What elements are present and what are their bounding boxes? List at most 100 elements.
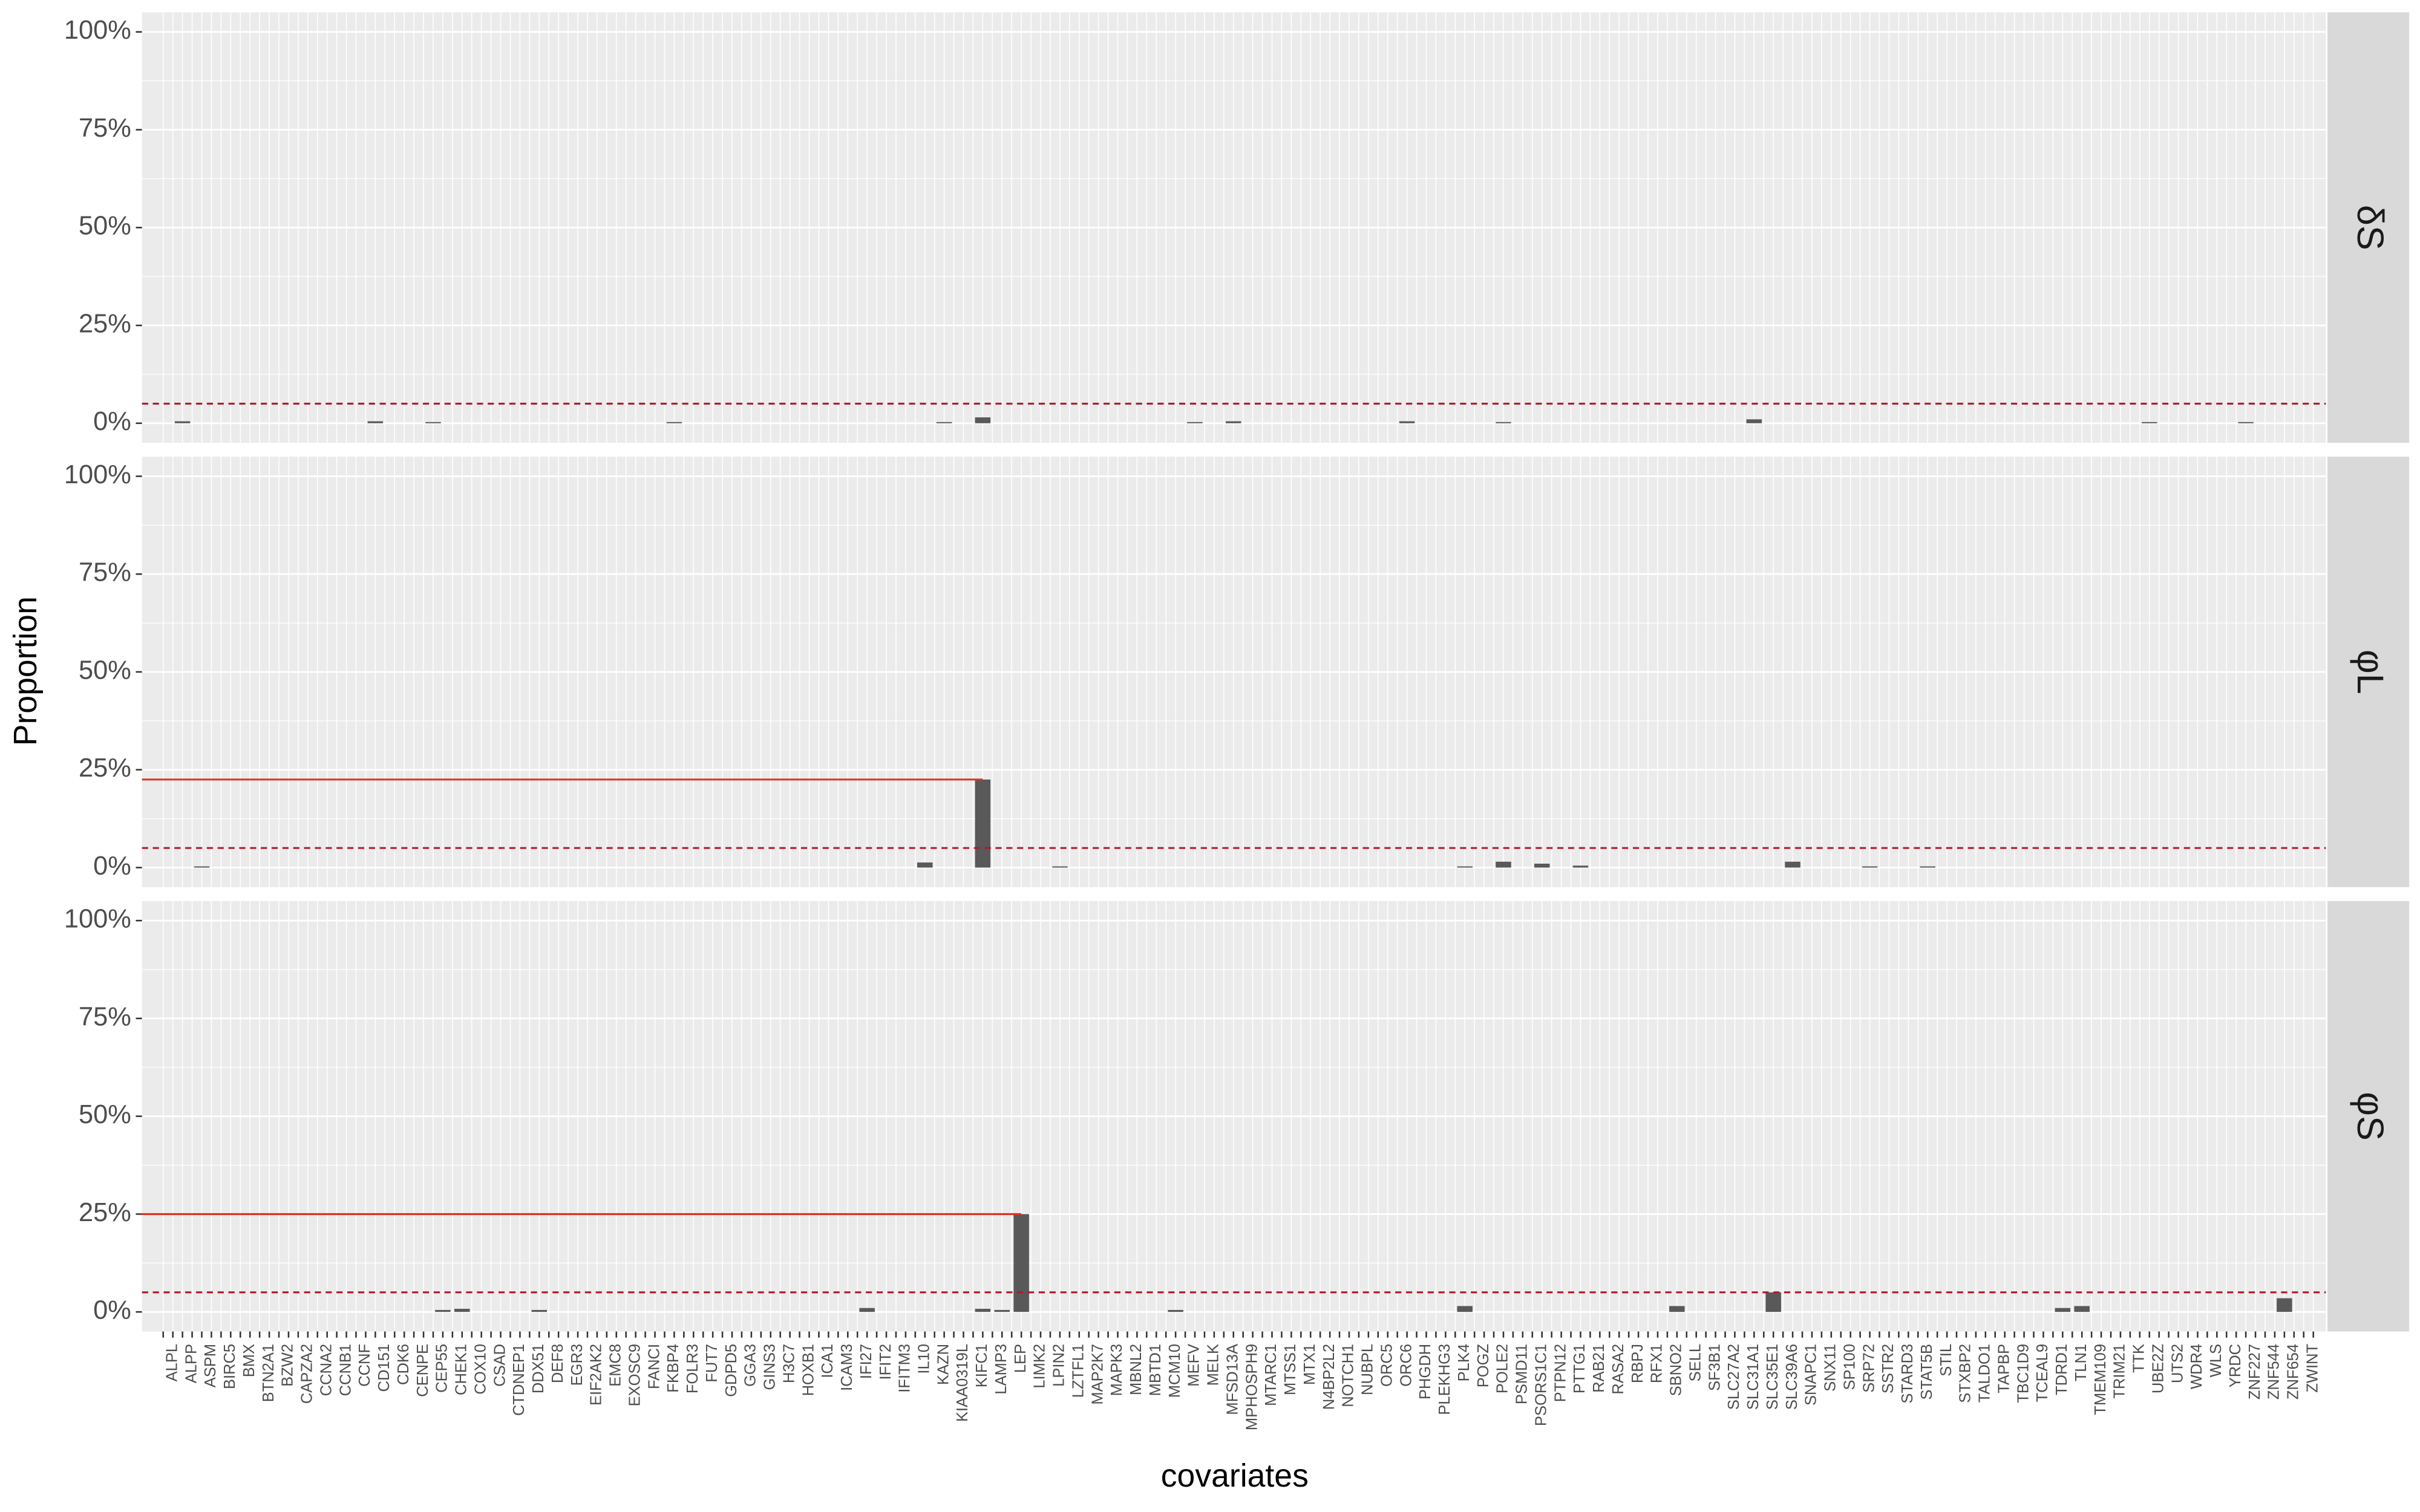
x-tick-label: TBC1D9: [2015, 1344, 2032, 1403]
x-tick-label: ZNF227: [2246, 1344, 2263, 1400]
x-tick-label: SNAPC1: [1803, 1344, 1820, 1406]
x-tick-label: WLS: [2208, 1344, 2225, 1377]
x-tick-label: IL10: [915, 1344, 932, 1374]
x-tick-label: DDX51: [530, 1344, 547, 1393]
bar: [1572, 865, 1589, 868]
bar: [917, 862, 933, 868]
x-tick-label: MTX1: [1301, 1344, 1318, 1385]
facet-strip: [2327, 12, 2410, 443]
x-tick-label: EXOSC9: [626, 1344, 643, 1406]
x-tick-label: SF3B1: [1706, 1344, 1723, 1391]
x-tick-label: DEF8: [549, 1344, 566, 1383]
bar: [2074, 1306, 2090, 1312]
x-tick-label: H3C7: [780, 1344, 797, 1383]
bar: [1862, 866, 1878, 868]
x-tick-label: PHGDH: [1417, 1344, 1434, 1400]
bar: [859, 1308, 875, 1312]
x-tick-label: RAB21: [1591, 1344, 1607, 1393]
x-tick-label: SNX11: [1822, 1344, 1839, 1392]
x-tick-label: N4BP2L2: [1321, 1344, 1338, 1410]
y-tick-label: 75%: [79, 558, 131, 587]
x-tick-label: CHEK1: [453, 1344, 470, 1395]
bar: [1534, 864, 1550, 868]
bar: [435, 1309, 451, 1312]
bar: [2238, 422, 2254, 423]
x-tick-label: PLEKHG3: [1436, 1344, 1453, 1415]
x-tick-label: BIRC5: [221, 1344, 238, 1389]
x-tick-label: CCNA2: [318, 1344, 335, 1396]
bar: [666, 422, 682, 423]
x-tick-label: UTS2: [2169, 1344, 2186, 1383]
x-tick-label: CTDNEP1: [511, 1344, 528, 1416]
x-tick-label: LIMK2: [1032, 1344, 1048, 1389]
y-tick-label: 100%: [64, 460, 131, 489]
y-tick-label: 0%: [93, 852, 131, 881]
x-tick-label: MELK: [1205, 1344, 1222, 1386]
x-tick-label: KAZN: [935, 1344, 952, 1385]
x-tick-label: PSMD11: [1514, 1344, 1531, 1404]
x-tick-label: ZWINT: [2304, 1344, 2321, 1393]
x-tick-label: BZW2: [280, 1344, 296, 1387]
x-tick-label: RASA2: [1610, 1344, 1627, 1395]
x-tick-label: FANCI: [646, 1344, 662, 1389]
x-axis-title: covariates: [1161, 1458, 1309, 1494]
x-tick-label: ICA1: [819, 1344, 836, 1378]
x-tick-label: ASPM: [202, 1344, 219, 1387]
x-tick-label: IFIT2: [877, 1344, 894, 1380]
x-tick-label: FOLR3: [684, 1344, 701, 1393]
x-tick-label: ALPL: [163, 1344, 180, 1381]
bar: [1168, 1309, 1183, 1312]
x-tick-label: PTTG1: [1571, 1344, 1588, 1393]
x-tick-label: CCNB1: [337, 1344, 354, 1396]
x-tick-label: COX10: [472, 1344, 489, 1395]
x-tick-label: LZTFL1: [1070, 1344, 1087, 1398]
bar: [367, 421, 384, 423]
x-tick-label: SLC35E1: [1764, 1344, 1781, 1410]
x-tick-label: KIFC1: [973, 1344, 990, 1387]
x-tick-label: ICAM3: [839, 1344, 855, 1391]
x-tick-label: EMC8: [607, 1344, 624, 1387]
bar: [1669, 1306, 1685, 1312]
x-tick-label: TLN1: [2073, 1344, 2090, 1381]
y-tick-label: 50%: [79, 1100, 131, 1129]
facet-strip: [2327, 901, 2410, 1332]
x-tick-label: EGR3: [569, 1344, 586, 1386]
x-tick-label: TRIM21: [2111, 1344, 2128, 1399]
bar: [2055, 1308, 2071, 1312]
x-tick-label: NOTCH1: [1340, 1344, 1357, 1407]
bar: [1457, 1306, 1473, 1312]
y-tick-label: 25%: [79, 1198, 131, 1227]
bar: [194, 866, 210, 868]
x-tick-label: STXBP2: [1957, 1344, 1974, 1403]
x-tick-label: ALPP: [183, 1344, 200, 1383]
x-tick-label: PLK4: [1456, 1344, 1473, 1381]
x-tick-label: CEP55: [434, 1344, 451, 1393]
x-tick-label: SRP72: [1860, 1344, 1877, 1393]
facet-label: φL: [2350, 650, 2391, 694]
bar: [975, 779, 991, 868]
x-tick-label: RBPJ: [1629, 1344, 1646, 1383]
x-tick-label: PSORS1C1: [1532, 1344, 1549, 1426]
x-tick-label: POLE2: [1494, 1344, 1511, 1393]
y-tick-label: 25%: [79, 309, 131, 338]
x-tick-label: MBTD1: [1147, 1344, 1164, 1396]
bar: [2141, 422, 2157, 423]
y-tick-label: 25%: [79, 754, 131, 783]
bar: [936, 422, 952, 423]
x-tick-label: CAPZA2: [299, 1344, 316, 1404]
y-tick-label: 0%: [93, 1296, 131, 1325]
x-tick-label: NUBPL: [1359, 1344, 1376, 1395]
x-tick-label: MTARC1: [1263, 1344, 1280, 1406]
bar: [1496, 422, 1511, 423]
x-tick-label: TDRD1: [2053, 1344, 2070, 1395]
x-tick-label: CSAD: [491, 1344, 508, 1387]
x-tick-label: SSTR2: [1880, 1344, 1897, 1393]
y-tick-label: 75%: [79, 114, 131, 143]
x-tick-label: MPHOSPH9: [1243, 1344, 1260, 1430]
x-tick-label: IFI27: [858, 1344, 875, 1379]
x-tick-label: MEFV: [1186, 1344, 1203, 1387]
x-tick-label: EIF2AK2: [588, 1344, 605, 1406]
x-tick-label: MFSD13A: [1224, 1344, 1241, 1415]
bar: [1457, 866, 1473, 868]
